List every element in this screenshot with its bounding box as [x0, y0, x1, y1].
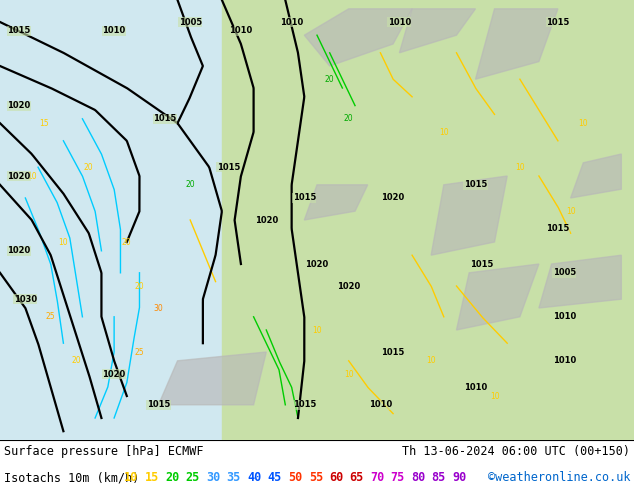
Text: 1010: 1010 [388, 18, 411, 26]
Text: 10: 10 [312, 325, 322, 335]
Polygon shape [539, 255, 621, 308]
Text: 1015: 1015 [293, 194, 316, 202]
Text: 1010: 1010 [280, 18, 303, 26]
Text: 1020: 1020 [103, 369, 126, 378]
Text: 10: 10 [489, 392, 500, 400]
Text: 1015: 1015 [8, 26, 30, 35]
Text: 20: 20 [84, 163, 94, 172]
Text: 1030: 1030 [14, 294, 37, 304]
Text: 30: 30 [153, 303, 164, 313]
Text: 60: 60 [329, 471, 344, 484]
Text: 1015: 1015 [470, 260, 493, 269]
Text: 1020: 1020 [8, 101, 30, 110]
Text: 50: 50 [288, 471, 302, 484]
Text: 1015: 1015 [293, 400, 316, 409]
Text: 10: 10 [344, 369, 354, 378]
Text: 65: 65 [350, 471, 364, 484]
Text: 1020: 1020 [382, 194, 404, 202]
Text: 1015: 1015 [464, 180, 487, 189]
Text: 20: 20 [325, 74, 335, 84]
Text: 10: 10 [426, 356, 436, 366]
Text: 1010: 1010 [553, 356, 576, 366]
Text: 1020: 1020 [337, 281, 360, 291]
Text: Surface pressure [hPa] ECMWF: Surface pressure [hPa] ECMWF [4, 444, 204, 458]
Text: 45: 45 [268, 471, 282, 484]
Text: 1015: 1015 [147, 400, 170, 409]
Text: 35: 35 [227, 471, 241, 484]
Text: 55: 55 [309, 471, 323, 484]
Text: 1005: 1005 [553, 269, 576, 277]
Polygon shape [304, 9, 412, 66]
Text: 40: 40 [247, 471, 261, 484]
Text: 75: 75 [391, 471, 405, 484]
Polygon shape [456, 264, 539, 330]
Text: 20: 20 [122, 238, 132, 246]
Text: 20: 20 [165, 471, 179, 484]
Text: 1010: 1010 [464, 383, 487, 392]
Polygon shape [476, 9, 558, 79]
Text: 1015: 1015 [547, 224, 569, 233]
Polygon shape [304, 185, 368, 220]
Text: 20: 20 [344, 114, 354, 123]
Text: 90: 90 [452, 471, 467, 484]
Text: 1010: 1010 [230, 26, 252, 35]
Text: 10: 10 [27, 172, 37, 180]
Text: 1020: 1020 [255, 216, 278, 224]
Text: 15: 15 [145, 471, 159, 484]
Text: 30: 30 [206, 471, 221, 484]
Bar [0, 0, 222, 440]
Text: 20: 20 [71, 356, 81, 366]
Text: 1015: 1015 [547, 18, 569, 26]
Text: 80: 80 [411, 471, 425, 484]
Text: 85: 85 [432, 471, 446, 484]
Text: 10: 10 [439, 127, 449, 137]
Polygon shape [571, 154, 621, 198]
Text: 1010: 1010 [103, 26, 126, 35]
Polygon shape [399, 9, 476, 53]
Text: 20: 20 [134, 281, 145, 291]
Text: 20: 20 [185, 180, 195, 189]
Text: 10: 10 [124, 471, 138, 484]
Text: 1010: 1010 [369, 400, 392, 409]
Text: 70: 70 [370, 471, 384, 484]
Text: 1020: 1020 [306, 260, 328, 269]
Text: 15: 15 [39, 119, 49, 128]
Text: 1015: 1015 [217, 163, 240, 172]
Text: ©weatheronline.co.uk: ©weatheronline.co.uk [488, 471, 630, 484]
Text: 1015: 1015 [153, 114, 176, 123]
Text: 25: 25 [46, 312, 56, 321]
Text: 10: 10 [566, 207, 576, 216]
Polygon shape [431, 176, 507, 255]
Text: 1005: 1005 [179, 18, 202, 26]
Polygon shape [158, 352, 266, 405]
Text: 10: 10 [578, 119, 588, 128]
Text: 1020: 1020 [8, 172, 30, 180]
Text: 1015: 1015 [382, 347, 404, 357]
Text: 1010: 1010 [553, 312, 576, 321]
Text: 10: 10 [515, 163, 525, 172]
Bar [222, 0, 634, 440]
Text: 25: 25 [186, 471, 200, 484]
Text: 10: 10 [58, 238, 68, 246]
Text: 25: 25 [134, 347, 145, 357]
Text: Isotachs 10m (km/h): Isotachs 10m (km/h) [4, 471, 139, 484]
Text: Th 13-06-2024 06:00 UTC (00+150): Th 13-06-2024 06:00 UTC (00+150) [402, 444, 630, 458]
Text: 1020: 1020 [8, 246, 30, 255]
